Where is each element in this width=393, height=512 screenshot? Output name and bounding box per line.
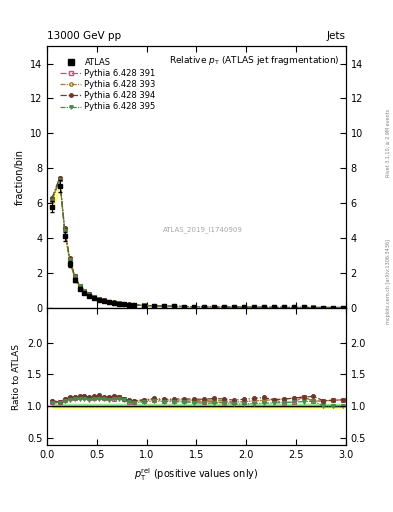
Text: ATLAS_2019_I1740909: ATLAS_2019_I1740909 [163,226,242,232]
Text: Jets: Jets [327,31,346,41]
Legend: ATLAS, Pythia 6.428 391, Pythia 6.428 393, Pythia 6.428 394, Pythia 6.428 395: ATLAS, Pythia 6.428 391, Pythia 6.428 39… [60,58,156,112]
X-axis label: $p_{\rm T}^{\rm rel}$ (positive values only): $p_{\rm T}^{\rm rel}$ (positive values o… [134,466,259,483]
Y-axis label: Ratio to ATLAS: Ratio to ATLAS [12,344,21,410]
Y-axis label: fraction/bin: fraction/bin [15,149,24,205]
Text: Relative $p_{\rm T}$ (ATLAS jet fragmentation): Relative $p_{\rm T}$ (ATLAS jet fragment… [169,54,340,67]
Text: mcplots.cern.ch [arXiv:1306.3436]: mcplots.cern.ch [arXiv:1306.3436] [386,239,391,324]
Text: 13000 GeV pp: 13000 GeV pp [47,31,121,41]
Text: Rivet 3.1.10, ≥ 2.9M events: Rivet 3.1.10, ≥ 2.9M events [386,109,391,178]
